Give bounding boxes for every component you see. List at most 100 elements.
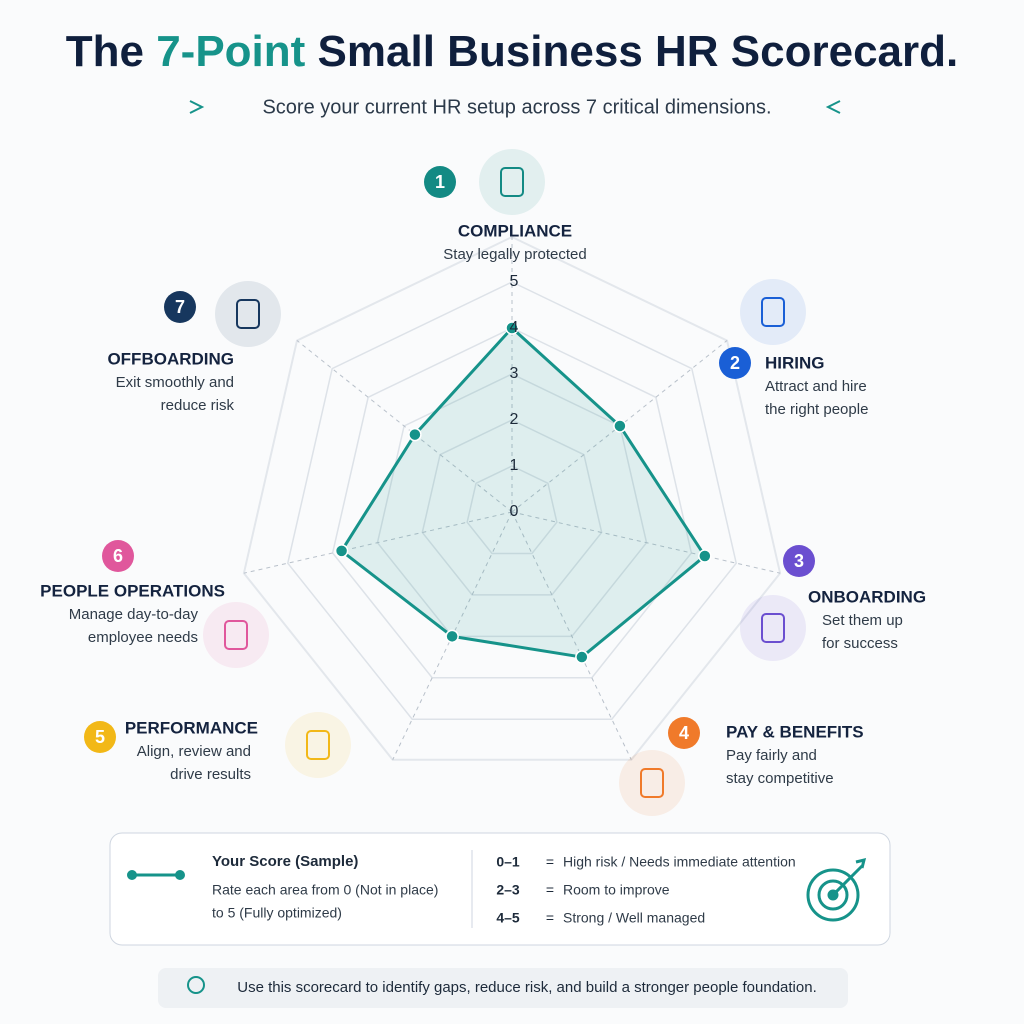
range-sep: = <box>546 910 554 926</box>
dimension-description: Align, review and <box>137 743 251 760</box>
r-tick-label: 3 <box>510 365 519 382</box>
subtitle: Score your current HR setup across 7 cri… <box>262 96 771 118</box>
footer: Use this scorecard to identify gaps, red… <box>237 979 817 996</box>
icon-bg <box>740 279 806 345</box>
legend-box <box>109 832 891 946</box>
icon-bg <box>285 712 351 778</box>
icon <box>761 297 785 327</box>
title-part: The <box>66 27 144 76</box>
dimension-description: Pay fairly and <box>726 747 817 764</box>
icon-bg <box>479 149 545 215</box>
badge-number: 4 <box>679 723 689 743</box>
legend-title: Your Score (Sample) <box>212 853 358 870</box>
dimension-description: drive results <box>170 766 251 783</box>
range-meaning: Room to improve <box>563 882 670 898</box>
dimension-name: OFFBOARDING <box>107 349 234 368</box>
legend-note: to 5 (Fully optimized) <box>212 905 342 921</box>
outer-frame <box>242 235 782 761</box>
badge-number: 5 <box>95 727 105 747</box>
icon <box>306 730 330 760</box>
icon-bg <box>619 750 685 816</box>
dimension-name: PAY & BENEFITS <box>726 722 864 741</box>
legend-dot <box>175 870 185 880</box>
grid-ring <box>376 373 648 638</box>
dimension-name: ONBOARDING <box>808 587 926 606</box>
grid-ring <box>421 419 603 596</box>
icon <box>500 167 524 197</box>
dimension-description: stay competitive <box>726 770 834 787</box>
score-point <box>698 549 712 563</box>
decoration <box>189 100 841 114</box>
dimension-name: PERFORMANCE <box>125 718 258 737</box>
score-point <box>408 427 422 442</box>
score-point <box>505 321 519 335</box>
bulb-icon <box>187 976 205 994</box>
dimension-description: Manage day-to-day <box>69 606 199 623</box>
title: The 7-Point Small Business HR Scorecard. <box>66 27 959 76</box>
spoke <box>243 511 513 574</box>
dimension-name: PEOPLE OPERATIONS <box>40 581 225 600</box>
score-area <box>339 325 707 659</box>
range-meaning: Strong / Well managed <box>563 910 705 926</box>
ranges: 0–1 = High risk / Needs immediate attentio… <box>496 854 795 926</box>
r-tick-label: 2 <box>510 411 519 428</box>
dimension-description: the right people <box>765 401 868 418</box>
badge-number: 3 <box>794 551 804 571</box>
badge-number: 2 <box>730 353 740 373</box>
dimension-name: HIRING <box>765 353 825 372</box>
badge <box>102 540 134 572</box>
dimension-description: employee needs <box>88 629 198 646</box>
r-tick-label: 5 <box>510 273 519 290</box>
spoke <box>511 511 632 760</box>
icon <box>224 620 248 650</box>
range-sep: = <box>546 854 554 870</box>
range: 2–3 <box>496 882 520 898</box>
badge-number: 6 <box>113 546 123 566</box>
range: 0–1 <box>496 854 520 870</box>
badge <box>164 291 196 323</box>
icon-bg <box>740 595 806 661</box>
score-point <box>445 629 459 644</box>
target-icon <box>806 857 867 922</box>
score-point <box>613 419 627 433</box>
dimension-description: Exit smoothly and <box>116 374 234 391</box>
legend-dot <box>127 870 137 880</box>
grid-ring <box>331 327 693 679</box>
spoke <box>511 511 781 574</box>
dimension-description: reduce risk <box>161 397 235 414</box>
r-tick-label: 4 <box>510 319 519 336</box>
dimension-description: for success <box>822 635 898 652</box>
icon-bg <box>215 281 281 347</box>
range: 4–5 <box>496 910 520 926</box>
grid-ring <box>286 281 738 720</box>
score-point <box>575 650 589 664</box>
grid-ring <box>466 465 558 555</box>
badge <box>783 545 815 577</box>
badge <box>84 721 116 753</box>
r-tick-label: 0 <box>510 503 519 520</box>
legend-note: Rate each area from 0 (Not in place) <box>212 882 438 898</box>
dimension-description: Attract and hire <box>765 378 867 395</box>
icon <box>236 299 260 329</box>
score-point <box>334 544 349 558</box>
icon <box>640 768 664 798</box>
r-tick-label: 1 <box>510 457 519 474</box>
badge-number: 7 <box>175 297 185 317</box>
dimension-description: Set them up <box>822 612 903 629</box>
title-highlight: 7-Point <box>156 27 305 76</box>
footer-box <box>158 968 848 1008</box>
spoke <box>296 340 513 513</box>
title-part: Small Business HR Scorecard. <box>318 27 959 76</box>
range-sep: = <box>546 882 554 898</box>
badge-number: 1 <box>435 172 445 192</box>
icon <box>761 613 785 643</box>
badge <box>719 347 751 379</box>
dimension-description: Stay legally protected <box>443 246 586 263</box>
dimension-name: COMPLIANCE <box>458 221 572 240</box>
icon-bg <box>203 602 269 668</box>
badge <box>668 717 700 749</box>
badge <box>424 166 456 198</box>
radar-chart: 0 1 2 3 4 5 1 COMPLIANCE Stay legally protected 2… <box>40 149 926 816</box>
range-meaning: High risk / Needs immediate attention <box>563 854 796 870</box>
